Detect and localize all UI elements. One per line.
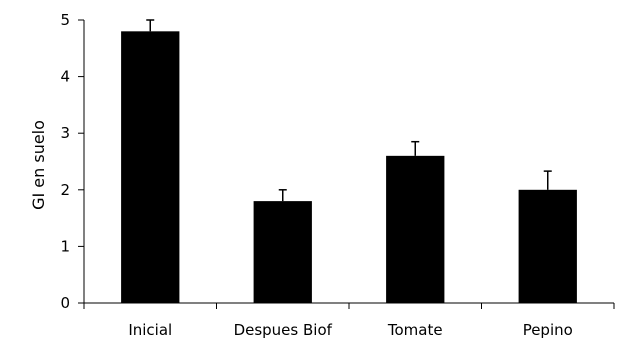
y-tick-label-0: 0 [60, 294, 70, 312]
y-ticks: 0 1 2 3 4 5 [60, 11, 84, 312]
bar-1 [253, 201, 312, 303]
x-tick-label-1: Despues Biof [234, 321, 333, 339]
y-tick-label-3: 3 [60, 124, 70, 142]
bars [121, 31, 577, 303]
y-tick-label-5: 5 [60, 11, 70, 29]
y-tick-label-1: 1 [60, 237, 70, 255]
x-labels: Inicial Despues Biof Tomate Pepino [128, 321, 573, 339]
x-ticks [83, 303, 615, 309]
bar-0 [121, 31, 180, 303]
x-tick-label-3: Pepino [523, 321, 573, 339]
y-axis-title: GI en suelo [29, 120, 48, 210]
x-tick-label-0: Inicial [128, 321, 172, 339]
y-tick-label-4: 4 [60, 68, 70, 86]
bar-2 [386, 155, 445, 303]
bar-3 [518, 189, 577, 303]
error-bars [146, 19, 552, 202]
y-tick-label-2: 2 [60, 181, 70, 199]
x-tick-label-2: Tomate [387, 321, 443, 339]
